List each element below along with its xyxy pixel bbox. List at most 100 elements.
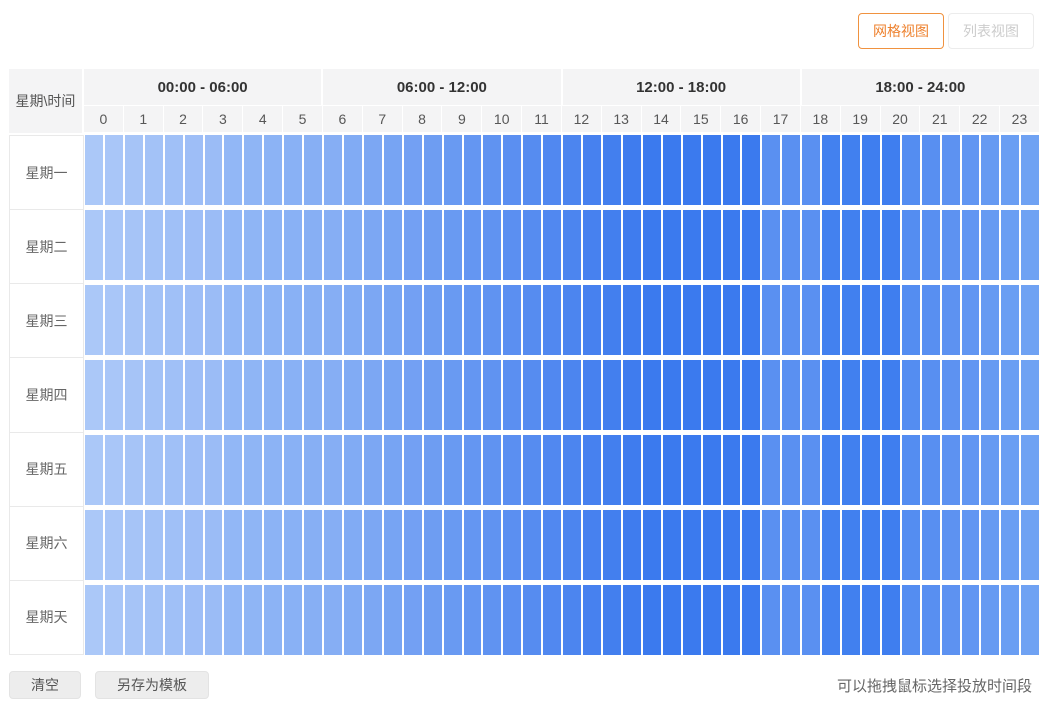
schedule-cell[interactable] [742, 585, 761, 655]
schedule-cell[interactable] [881, 510, 900, 580]
schedule-cell[interactable] [602, 360, 621, 430]
schedule-cell[interactable] [483, 510, 502, 580]
schedule-cell[interactable] [443, 135, 462, 205]
schedule-cell[interactable] [861, 585, 880, 655]
schedule-cell[interactable] [861, 435, 880, 505]
schedule-cell[interactable] [702, 135, 721, 205]
schedule-cell[interactable] [383, 510, 402, 580]
schedule-cell[interactable] [85, 435, 103, 505]
schedule-cell[interactable] [961, 285, 980, 355]
schedule-cell[interactable] [224, 135, 243, 205]
schedule-cell[interactable] [1021, 135, 1040, 205]
schedule-cell[interactable] [742, 435, 761, 505]
schedule-cell[interactable] [284, 510, 303, 580]
schedule-cell[interactable] [85, 135, 103, 205]
schedule-cell[interactable] [822, 510, 841, 580]
schedule-cell[interactable] [682, 510, 701, 580]
schedule-cell[interactable] [104, 510, 123, 580]
schedule-cell[interactable] [881, 285, 900, 355]
schedule-cell[interactable] [224, 210, 243, 280]
schedule-cell[interactable] [184, 285, 203, 355]
schedule-cell[interactable] [264, 285, 283, 355]
schedule-cell[interactable] [662, 435, 681, 505]
schedule-cell[interactable] [842, 360, 860, 430]
schedule-cell[interactable] [343, 210, 362, 280]
schedule-cell[interactable] [443, 285, 462, 355]
schedule-cell[interactable] [503, 585, 522, 655]
schedule-cell[interactable] [144, 285, 163, 355]
schedule-cell[interactable] [762, 135, 781, 205]
schedule-cell[interactable] [423, 435, 442, 505]
schedule-cell[interactable] [961, 585, 980, 655]
schedule-cell[interactable] [602, 285, 621, 355]
schedule-cell[interactable] [264, 435, 283, 505]
schedule-cell[interactable] [124, 135, 143, 205]
schedule-cell[interactable] [622, 510, 641, 580]
schedule-cell[interactable] [144, 135, 163, 205]
schedule-cell[interactable] [104, 435, 123, 505]
schedule-cell[interactable] [343, 585, 362, 655]
schedule-cell[interactable] [104, 360, 123, 430]
schedule-cell[interactable] [782, 360, 801, 430]
schedule-cell[interactable] [981, 285, 1000, 355]
schedule-cell[interactable] [861, 135, 880, 205]
schedule-cell[interactable] [563, 435, 582, 505]
schedule-cell[interactable] [523, 285, 542, 355]
schedule-cell[interactable] [583, 210, 601, 280]
schedule-cell[interactable] [543, 285, 562, 355]
schedule-cell[interactable] [842, 210, 860, 280]
schedule-cell[interactable] [921, 135, 940, 205]
schedule-cell[interactable] [1021, 585, 1040, 655]
schedule-cell[interactable] [583, 435, 601, 505]
schedule-cell[interactable] [642, 510, 661, 580]
schedule-cell[interactable] [802, 135, 821, 205]
schedule-cell[interactable] [981, 585, 1000, 655]
schedule-cell[interactable] [463, 135, 482, 205]
schedule-cell[interactable] [583, 585, 601, 655]
schedule-cell[interactable] [842, 510, 860, 580]
schedule-cell[interactable] [782, 510, 801, 580]
schedule-cell[interactable] [383, 360, 402, 430]
clear-button[interactable]: 清空 [9, 671, 81, 699]
schedule-cell[interactable] [264, 135, 283, 205]
schedule-cell[interactable] [682, 285, 701, 355]
schedule-cell[interactable] [124, 435, 143, 505]
schedule-cell[interactable] [1001, 435, 1020, 505]
schedule-cell[interactable] [85, 210, 103, 280]
schedule-cell[interactable] [662, 210, 681, 280]
schedule-cell[interactable] [742, 510, 761, 580]
schedule-cell[interactable] [443, 435, 462, 505]
schedule-cell[interactable] [861, 285, 880, 355]
schedule-cell[interactable] [423, 510, 442, 580]
schedule-cell[interactable] [184, 210, 203, 280]
schedule-cell[interactable] [602, 510, 621, 580]
schedule-cell[interactable] [503, 285, 522, 355]
schedule-cell[interactable] [304, 510, 323, 580]
schedule-cell[interactable] [204, 510, 223, 580]
schedule-cell[interactable] [104, 135, 123, 205]
schedule-cell[interactable] [742, 360, 761, 430]
schedule-cell[interactable] [503, 435, 522, 505]
schedule-cell[interactable] [662, 585, 681, 655]
schedule-cell[interactable] [523, 510, 542, 580]
schedule-cell[interactable] [144, 210, 163, 280]
schedule-cell[interactable] [682, 585, 701, 655]
schedule-cell[interactable] [483, 210, 502, 280]
schedule-cell[interactable] [363, 435, 382, 505]
schedule-cell[interactable] [224, 510, 243, 580]
schedule-cell[interactable] [842, 435, 860, 505]
schedule-cell[interactable] [861, 510, 880, 580]
schedule-cell[interactable] [403, 285, 422, 355]
schedule-cell[interactable] [264, 510, 283, 580]
schedule-cell[interactable] [602, 210, 621, 280]
schedule-cell[interactable] [822, 585, 841, 655]
schedule-cell[interactable] [204, 285, 223, 355]
schedule-cell[interactable] [443, 510, 462, 580]
schedule-cell[interactable] [662, 360, 681, 430]
schedule-cell[interactable] [463, 210, 482, 280]
schedule-cell[interactable] [901, 360, 920, 430]
schedule-cell[interactable] [124, 360, 143, 430]
schedule-cell[interactable] [523, 210, 542, 280]
schedule-cell[interactable] [802, 210, 821, 280]
schedule-cell[interactable] [622, 435, 641, 505]
